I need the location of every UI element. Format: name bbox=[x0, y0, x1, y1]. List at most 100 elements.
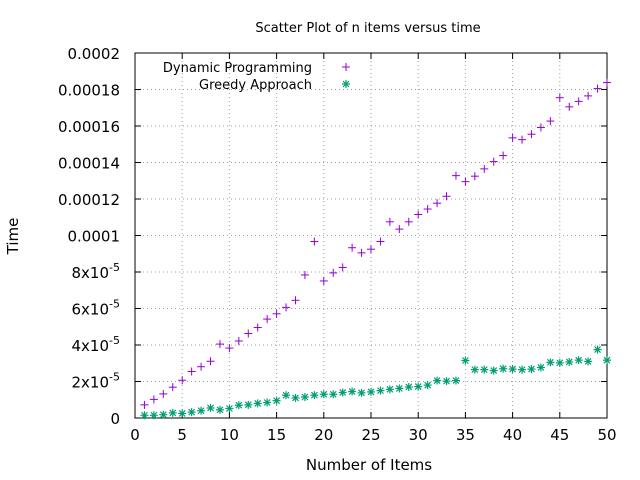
point-greedy-approach bbox=[593, 345, 602, 354]
y-tick-label-base: 2x10 bbox=[72, 374, 110, 392]
y-tick-label-exponent: -5 bbox=[109, 298, 120, 311]
point-dynamic-programming bbox=[168, 383, 177, 392]
point-dynamic-programming bbox=[518, 135, 527, 144]
legend-label-greedy-approach: Greedy Approach bbox=[199, 78, 312, 93]
point-greedy-approach bbox=[159, 410, 168, 419]
x-tick-label: 0 bbox=[130, 426, 140, 444]
point-greedy-approach bbox=[489, 366, 498, 375]
x-tick-label: 10 bbox=[220, 426, 239, 444]
x-tick-label: 50 bbox=[597, 426, 616, 444]
legend-symbol-greedy-approach bbox=[342, 80, 350, 88]
y-tick-label: 4x10-5 bbox=[72, 334, 120, 355]
y-axis-label: Time bbox=[4, 218, 22, 256]
point-dynamic-programming bbox=[423, 205, 432, 214]
point-greedy-approach bbox=[215, 405, 224, 414]
point-dynamic-programming bbox=[282, 303, 291, 312]
point-dynamic-programming bbox=[206, 357, 215, 366]
y-tick-label-base: 8x10 bbox=[72, 264, 110, 282]
point-greedy-approach bbox=[310, 391, 319, 400]
point-dynamic-programming bbox=[291, 296, 300, 305]
point-greedy-approach bbox=[574, 356, 583, 365]
x-tick-label: 15 bbox=[267, 426, 286, 444]
point-dynamic-programming bbox=[357, 248, 366, 257]
point-dynamic-programming bbox=[338, 263, 347, 272]
legend: Dynamic Programming Greedy Approach bbox=[163, 61, 350, 93]
x-tick-label: 35 bbox=[456, 426, 475, 444]
legend-label-dynamic-programming: Dynamic Programming bbox=[163, 61, 312, 76]
y-tick-label-exponent: -5 bbox=[109, 261, 120, 274]
y-tick-label-exponent: -5 bbox=[109, 334, 120, 347]
point-greedy-approach bbox=[433, 376, 442, 385]
y-tick-label: 0.0002 bbox=[68, 45, 121, 63]
point-greedy-approach bbox=[319, 390, 328, 399]
legend-symbol-dynamic-programming bbox=[342, 63, 350, 71]
point-greedy-approach bbox=[603, 356, 611, 365]
point-dynamic-programming bbox=[367, 245, 375, 254]
data-points bbox=[140, 78, 611, 420]
y-tick-label-base: 4x10 bbox=[72, 337, 110, 355]
point-dynamic-programming bbox=[149, 395, 158, 404]
point-dynamic-programming bbox=[404, 217, 413, 226]
point-dynamic-programming bbox=[489, 157, 498, 166]
point-greedy-approach bbox=[442, 377, 451, 386]
point-greedy-approach bbox=[470, 365, 479, 374]
point-greedy-approach bbox=[225, 404, 234, 413]
point-dynamic-programming bbox=[574, 97, 583, 106]
point-greedy-approach bbox=[536, 363, 545, 372]
point-greedy-approach bbox=[480, 365, 489, 374]
point-greedy-approach bbox=[197, 406, 206, 415]
point-dynamic-programming bbox=[546, 117, 555, 126]
point-greedy-approach bbox=[414, 382, 423, 391]
point-greedy-approach bbox=[348, 387, 357, 396]
point-dynamic-programming bbox=[499, 151, 508, 160]
point-greedy-approach bbox=[178, 409, 187, 418]
point-dynamic-programming bbox=[603, 78, 611, 87]
point-dynamic-programming bbox=[536, 123, 545, 132]
point-greedy-approach bbox=[272, 396, 281, 405]
y-tick-label: 0.00016 bbox=[58, 118, 120, 136]
point-greedy-approach bbox=[149, 411, 158, 420]
point-greedy-approach bbox=[423, 381, 432, 390]
x-tick-label: 45 bbox=[550, 426, 569, 444]
x-axis-label: Number of Items bbox=[306, 456, 432, 474]
point-dynamic-programming bbox=[253, 323, 262, 332]
point-greedy-approach bbox=[168, 408, 177, 417]
point-greedy-approach bbox=[329, 390, 338, 399]
point-greedy-approach bbox=[518, 365, 527, 374]
point-dynamic-programming bbox=[159, 389, 168, 398]
point-greedy-approach bbox=[584, 357, 593, 366]
x-tick-label: 25 bbox=[361, 426, 380, 444]
point-greedy-approach bbox=[206, 403, 215, 412]
point-dynamic-programming bbox=[555, 93, 564, 102]
point-dynamic-programming bbox=[329, 268, 338, 277]
point-dynamic-programming bbox=[480, 164, 489, 173]
y-tick-label: 0.0001 bbox=[68, 228, 121, 246]
x-tick-label: 20 bbox=[314, 426, 333, 444]
point-dynamic-programming bbox=[470, 172, 479, 181]
point-dynamic-programming bbox=[461, 177, 470, 186]
point-greedy-approach bbox=[187, 408, 196, 417]
x-tick-label: 5 bbox=[177, 426, 187, 444]
point-dynamic-programming bbox=[584, 91, 593, 100]
point-dynamic-programming bbox=[215, 340, 224, 349]
point-greedy-approach bbox=[404, 382, 413, 391]
y-tick-label: 0.00018 bbox=[58, 82, 120, 100]
point-greedy-approach bbox=[376, 386, 385, 395]
y-tick-label: 0.00014 bbox=[58, 155, 120, 173]
point-greedy-approach bbox=[546, 358, 555, 367]
legend-marker-dynamic-programming bbox=[342, 63, 350, 71]
point-greedy-approach bbox=[385, 385, 394, 394]
y-tick-label: 0.00012 bbox=[58, 191, 120, 209]
y-tick-label-exponent: -5 bbox=[109, 371, 120, 384]
point-greedy-approach bbox=[338, 388, 347, 397]
y-tick-label: 8x10-5 bbox=[72, 261, 120, 282]
point-dynamic-programming bbox=[319, 276, 328, 285]
point-dynamic-programming bbox=[414, 210, 423, 219]
point-dynamic-programming bbox=[442, 192, 451, 201]
point-dynamic-programming bbox=[244, 329, 253, 338]
grid-lines bbox=[134, 52, 608, 419]
point-dynamic-programming bbox=[376, 237, 385, 246]
y-tick-label-base: 6x10 bbox=[72, 301, 110, 319]
point-greedy-approach bbox=[527, 365, 536, 374]
point-greedy-approach bbox=[451, 376, 460, 385]
